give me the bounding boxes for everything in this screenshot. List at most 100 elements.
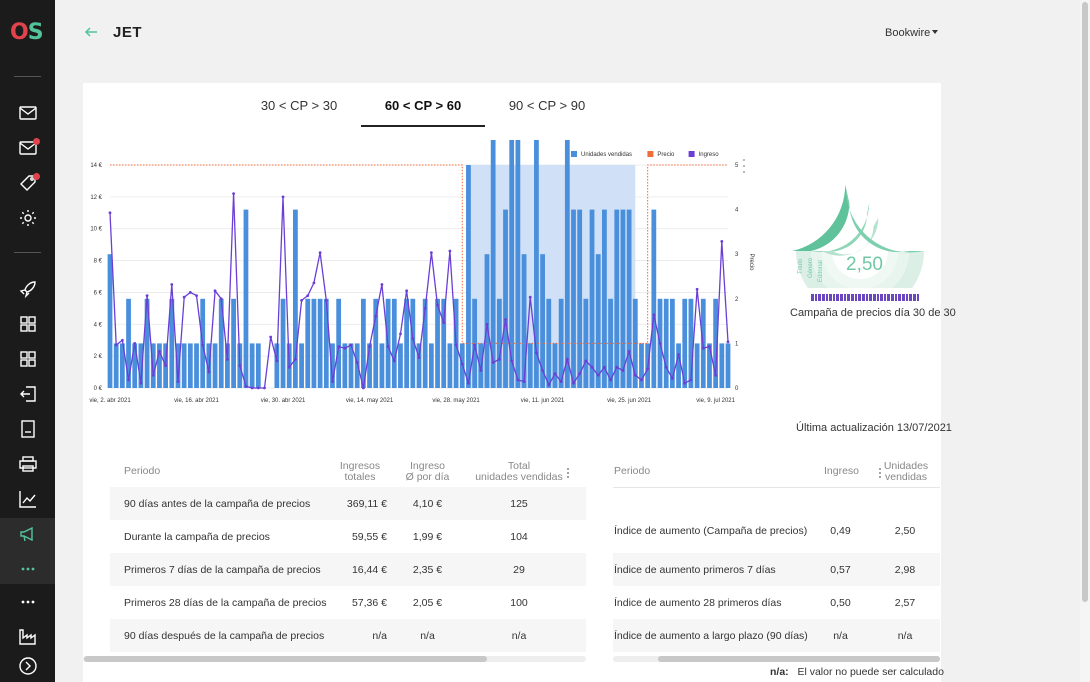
revenue-point xyxy=(510,359,514,363)
bar-units xyxy=(602,209,607,388)
page-scrollbar[interactable] xyxy=(1080,0,1090,682)
revenue-point xyxy=(528,295,532,299)
revenue-point xyxy=(226,357,229,361)
grid-icon[interactable] xyxy=(17,313,39,335)
megaphone-icon[interactable] xyxy=(17,523,39,545)
revenue-point xyxy=(374,314,378,318)
bar-units xyxy=(546,298,552,388)
bar-units xyxy=(404,298,410,388)
left-table-scroll-thumb[interactable] xyxy=(84,656,487,662)
bar-units xyxy=(379,343,385,388)
progress-segment xyxy=(905,294,909,301)
grid-alt-icon[interactable] xyxy=(17,348,39,370)
chevron-down-icon[interactable] xyxy=(932,30,938,34)
revenue-point xyxy=(306,294,310,298)
page-scroll-thumb[interactable] xyxy=(1082,2,1088,602)
bar-units xyxy=(212,343,218,388)
row-units: 125 xyxy=(510,497,528,510)
revenue-point xyxy=(436,303,439,307)
mail-notification-icon[interactable] xyxy=(17,137,39,159)
revenue-point xyxy=(244,385,248,388)
more-active-icon[interactable] xyxy=(17,558,39,580)
revenue-point xyxy=(182,295,186,299)
revenue-point xyxy=(368,345,371,348)
y-right-label: Precio xyxy=(748,253,754,271)
sidebar-divider xyxy=(14,252,41,253)
revenue-point xyxy=(405,289,409,293)
y-left-tick: 8 € xyxy=(94,259,103,265)
account-selector[interactable]: Bookwire xyxy=(885,27,931,39)
tab-60[interactable]: 60 < CP > 60 xyxy=(384,98,462,113)
document-icon[interactable] xyxy=(17,418,39,440)
table-row: Primeros 28 días de la campaña de precio… xyxy=(110,586,586,619)
mail-icon[interactable] xyxy=(17,102,39,124)
bar-units xyxy=(311,298,317,388)
gauge-value: 2,50 xyxy=(846,254,883,275)
row-total: 59,55 € xyxy=(351,530,387,543)
bar-units xyxy=(342,343,348,388)
column-menu-icon[interactable] xyxy=(567,468,570,479)
factory-icon[interactable] xyxy=(17,625,39,647)
right-table-scroll-thumb[interactable] xyxy=(658,656,940,662)
x-tick: vie, 9. jul 2021 xyxy=(696,398,735,404)
revenue-point xyxy=(127,378,130,382)
revenue-point xyxy=(318,251,322,255)
tab-30[interactable]: 30 < CP > 30 xyxy=(260,98,338,113)
tab-90[interactable]: 90 < CP > 90 xyxy=(508,98,586,113)
bar-units xyxy=(360,298,366,388)
progress-segment xyxy=(847,294,851,301)
revenue-point xyxy=(677,353,680,356)
legend-swatch xyxy=(688,151,695,157)
revenue-point xyxy=(176,380,180,384)
revenue-point xyxy=(256,386,260,390)
gear-icon[interactable] xyxy=(17,207,39,229)
revenue-point xyxy=(708,345,711,348)
bar-units xyxy=(194,343,199,388)
table-row: Índice de aumento (Campaña de precios) 0,… xyxy=(613,514,940,547)
gauge-track-genre xyxy=(811,250,909,288)
back-arrow-icon[interactable] xyxy=(84,25,98,39)
y-right-tick: 3 xyxy=(735,252,739,258)
y-right-tick: 2 xyxy=(735,297,739,303)
y-left-tick: 2 € xyxy=(94,354,103,360)
rocket-icon[interactable] xyxy=(17,278,39,300)
table-divider xyxy=(613,487,940,488)
bar-units xyxy=(225,343,230,388)
campaign-progress-bar xyxy=(811,294,920,301)
bar-units xyxy=(509,140,515,389)
bar-units xyxy=(589,209,595,388)
progress-segment xyxy=(858,294,861,301)
gauge-fill-title xyxy=(792,184,850,251)
revenue-point xyxy=(460,362,464,366)
row-units: 2,98 xyxy=(894,563,916,576)
arrow-circle-icon[interactable] xyxy=(17,655,39,677)
revenue-point xyxy=(652,313,656,317)
col-header-total: Ingresos totales xyxy=(339,460,381,483)
import-icon[interactable] xyxy=(17,383,39,405)
bar-units xyxy=(527,343,533,388)
print-icon[interactable] xyxy=(17,453,39,475)
row-total: 369,11 € xyxy=(346,497,387,510)
revenue-point xyxy=(429,251,433,255)
legend-label: Unidades vendidas xyxy=(581,152,632,158)
revenue-point xyxy=(646,367,650,371)
revenue-point xyxy=(188,291,192,294)
revenue-point xyxy=(324,298,328,302)
bar-units xyxy=(138,343,144,388)
x-tick: vie, 2. abr 2021 xyxy=(89,398,131,404)
trend-icon[interactable] xyxy=(17,488,39,510)
revenue-point xyxy=(541,369,544,372)
bar-units xyxy=(521,254,527,388)
column-menu-icon[interactable] xyxy=(879,468,882,479)
bar-units xyxy=(447,343,453,388)
progress-segment xyxy=(811,294,814,301)
revenue-point xyxy=(399,332,402,336)
revenue-point xyxy=(287,365,291,369)
bar-units xyxy=(614,209,620,388)
revenue-point xyxy=(504,318,507,321)
more-icon[interactable] xyxy=(17,591,39,613)
revenue-point xyxy=(547,383,551,387)
revenue-point xyxy=(670,377,674,380)
app-logo[interactable]: OS xyxy=(10,20,44,45)
table-row: Índice de aumento 28 primeros días 0,50 2,… xyxy=(613,586,940,619)
